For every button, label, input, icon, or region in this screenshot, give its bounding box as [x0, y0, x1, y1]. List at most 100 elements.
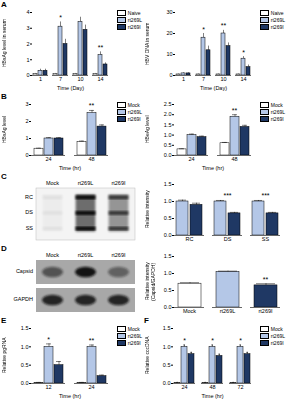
svg-text:1.0: 1.0	[21, 344, 29, 350]
svg-text:30: 30	[166, 9, 172, 15]
svg-text:RC: RC	[186, 236, 194, 242]
svg-text:Time (hr): Time (hr)	[59, 165, 81, 171]
svg-text:Time (Day): Time (Day)	[200, 85, 227, 91]
svg-text:Time (hr): Time (hr)	[202, 165, 224, 171]
svg-text:*: *	[211, 337, 214, 344]
svg-text:1.0: 1.0	[164, 198, 172, 204]
svg-text:72: 72	[237, 384, 243, 390]
svg-text:*: *	[183, 337, 186, 344]
svg-text:Mock: Mock	[46, 252, 59, 258]
svg-text:2: 2	[26, 41, 29, 47]
svg-text:**: **	[221, 22, 227, 29]
svg-text:0.5: 0.5	[164, 215, 172, 221]
svg-text:RC: RC	[25, 194, 33, 200]
html-text:rt269I: rt269I	[127, 24, 141, 30]
svg-text:**: **	[232, 107, 238, 114]
svg-text:*: *	[242, 49, 245, 56]
svg-text:SS: SS	[26, 225, 34, 231]
html-text:A: A	[1, 0, 7, 9]
svg-text:rt269L: rt269L	[220, 308, 236, 314]
html-text:rt269I: rt269I	[270, 24, 284, 30]
svg-text:Time (hr): Time (hr)	[201, 393, 223, 399]
svg-text:Time (Day): Time (Day)	[57, 85, 84, 91]
svg-text:0.0: 0.0	[163, 380, 171, 386]
svg-text:Mock: Mock	[183, 308, 196, 314]
svg-text:*: *	[59, 14, 62, 21]
svg-text:*: *	[239, 337, 242, 344]
svg-text:0.5: 0.5	[163, 362, 171, 368]
svg-text:0: 0	[26, 72, 29, 78]
svg-text:24: 24	[181, 384, 187, 390]
svg-text:1.5: 1.5	[163, 325, 171, 331]
html-text:Naive: Naive	[270, 10, 284, 16]
svg-text:1.5: 1.5	[164, 181, 172, 187]
html-text:HBV DNA in serum: HBV DNA in serum	[144, 22, 150, 65]
svg-text:48: 48	[209, 384, 215, 390]
svg-text:0.0: 0.0	[164, 232, 172, 238]
svg-text:0.0: 0.0	[164, 304, 172, 310]
svg-text:1: 1	[39, 76, 42, 82]
svg-text:10: 10	[166, 51, 172, 57]
svg-text:1.5: 1.5	[164, 122, 172, 128]
svg-text:1.5: 1.5	[21, 325, 29, 331]
svg-text:rt269I: rt269I	[111, 252, 126, 258]
html-text:HBsAg level in serum: HBsAg level in serum	[1, 19, 7, 68]
svg-text:14: 14	[240, 76, 246, 82]
svg-text:**: **	[263, 276, 269, 283]
svg-text:0.5: 0.5	[21, 362, 29, 368]
svg-text:24: 24	[45, 156, 51, 162]
svg-text:*: *	[202, 26, 205, 33]
svg-text:rt269I: rt269I	[258, 308, 273, 314]
svg-text:4: 4	[26, 9, 29, 15]
svg-text:7: 7	[59, 76, 62, 82]
svg-text:20: 20	[166, 30, 172, 36]
svg-text:3: 3	[26, 25, 29, 31]
svg-text:1.5: 1.5	[164, 253, 172, 259]
svg-text:rt269I: rt269I	[111, 180, 126, 186]
svg-text:1: 1	[182, 76, 185, 82]
svg-text:rt269L: rt269L	[78, 180, 94, 186]
svg-text:2.5: 2.5	[164, 101, 172, 107]
html-text:rt269L: rt269L	[270, 17, 285, 23]
svg-text:12: 12	[45, 384, 51, 390]
svg-text:48: 48	[88, 156, 94, 162]
svg-text:2: 2	[25, 118, 28, 124]
svg-text:DS: DS	[25, 209, 33, 215]
svg-text:0: 0	[25, 152, 28, 158]
svg-text:***: ***	[261, 192, 269, 199]
svg-text:1: 1	[25, 135, 28, 141]
svg-text:rt269L: rt269L	[78, 252, 94, 258]
html-text:Relative intensity (Capsid/GAP: Relative intensity (Capsid/GAPDH)	[144, 262, 156, 301]
html-text:Naive: Naive	[127, 10, 141, 16]
svg-text:10: 10	[77, 76, 83, 82]
svg-text:**: **	[89, 102, 95, 109]
svg-text:0.5: 0.5	[164, 287, 172, 293]
svg-text:2.0: 2.0	[164, 111, 172, 117]
html-text:rt269L: rt269L	[127, 17, 142, 23]
svg-text:DS: DS	[224, 236, 232, 242]
svg-text:48: 48	[231, 156, 237, 162]
svg-text:**: **	[98, 44, 104, 51]
svg-text:7: 7	[202, 76, 205, 82]
svg-text:3: 3	[25, 101, 28, 107]
svg-text:SS: SS	[262, 236, 270, 242]
svg-text:14: 14	[97, 76, 103, 82]
svg-text:24: 24	[88, 384, 94, 390]
svg-text:0: 0	[169, 72, 172, 78]
svg-text:***: ***	[223, 192, 231, 199]
svg-text:*: *	[47, 336, 50, 343]
svg-text:1.0: 1.0	[164, 270, 172, 276]
svg-text:10: 10	[220, 76, 226, 82]
svg-text:1: 1	[26, 57, 29, 63]
svg-text:Capsid: Capsid	[16, 268, 33, 274]
svg-text:1.0: 1.0	[164, 132, 172, 138]
svg-text:Mock: Mock	[46, 180, 59, 186]
svg-text:0.0: 0.0	[164, 152, 172, 158]
svg-text:**: **	[89, 337, 95, 344]
svg-text:Time (hr): Time (hr)	[59, 393, 81, 399]
svg-text:1.0: 1.0	[163, 344, 171, 350]
svg-text:GAPDH: GAPDH	[13, 296, 33, 302]
svg-text:0.0: 0.0	[21, 380, 29, 386]
svg-text:0.5: 0.5	[164, 142, 172, 148]
svg-text:24: 24	[188, 156, 194, 162]
